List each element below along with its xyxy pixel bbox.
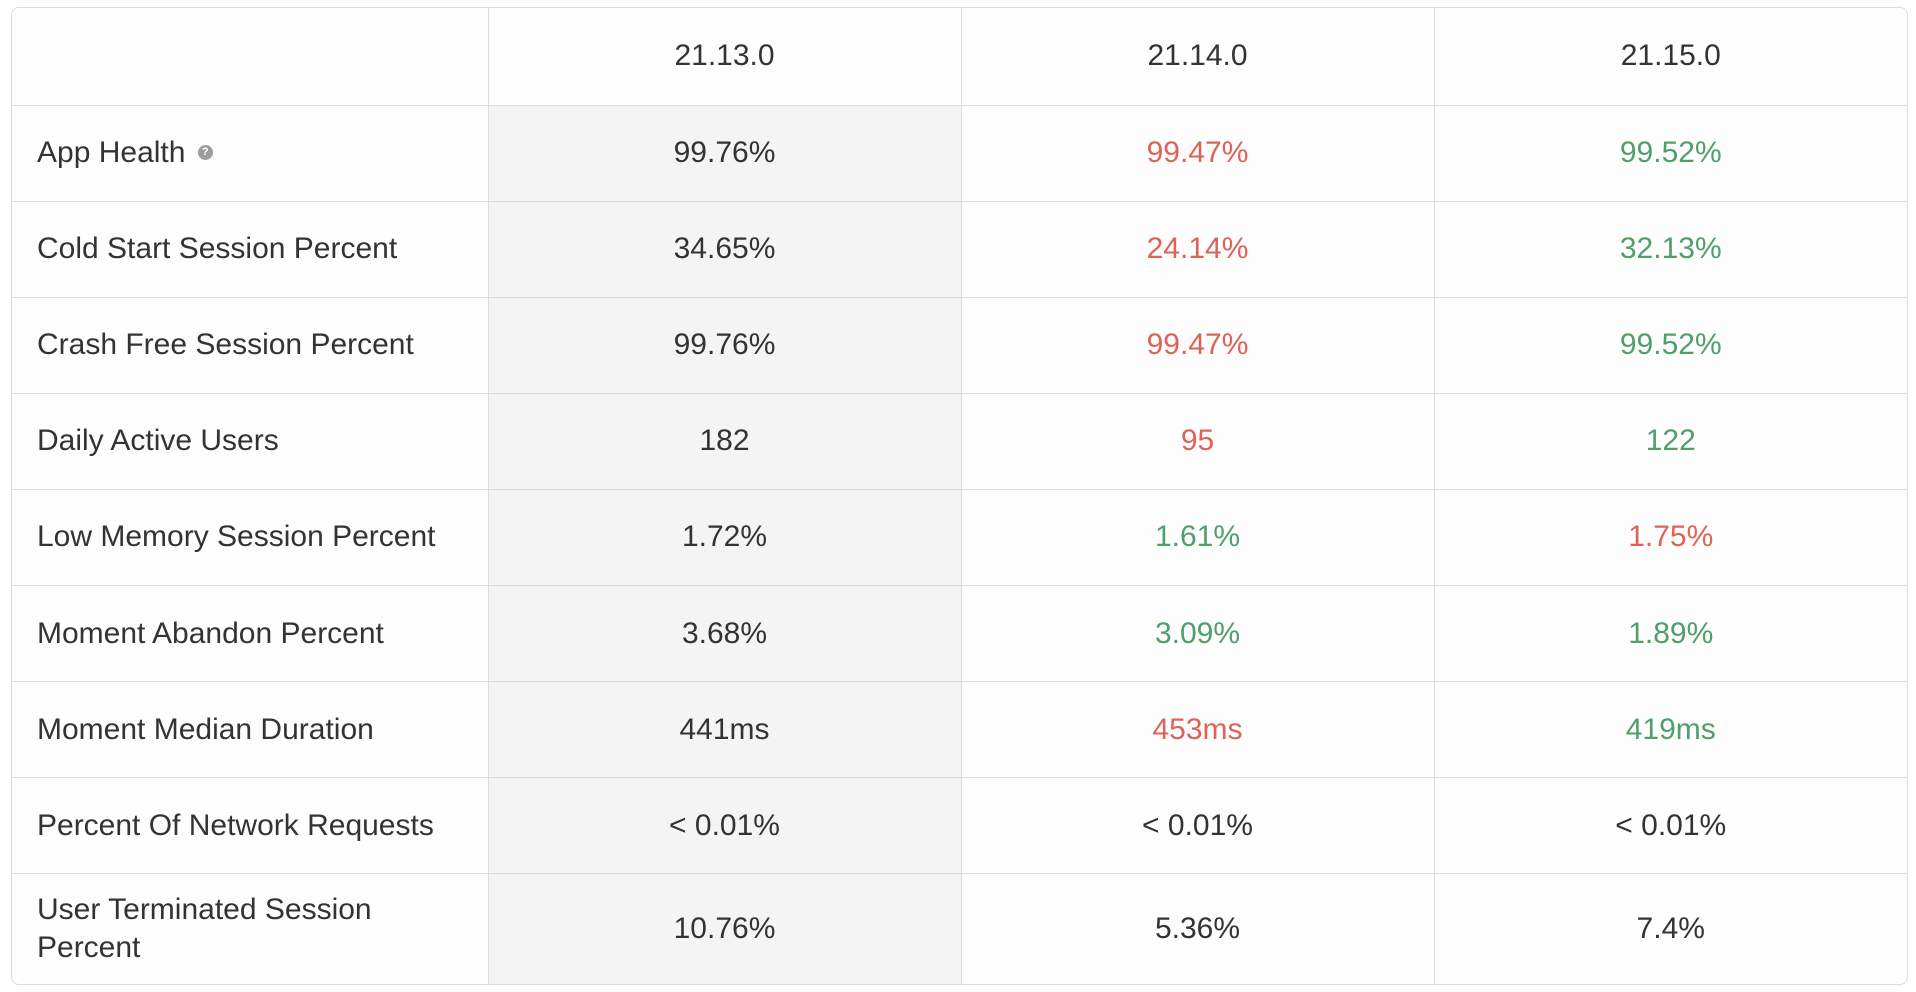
- value-cell: 1.61%: [961, 489, 1435, 586]
- value-cell: 99.76%: [488, 105, 962, 202]
- table-row-low-memory: Low Memory Session Percent 1.72% 1.61% 1…: [12, 489, 1907, 586]
- value-cell: 99.52%: [1434, 105, 1907, 202]
- row-label-moment-abandon: Moment Abandon Percent: [12, 585, 489, 683]
- question-circle-icon[interactable]: ?: [197, 144, 213, 160]
- table-row-moment-abandon: Moment Abandon Percent 3.68% 3.09% 1.89%: [12, 585, 1907, 683]
- table-row-user-terminated: User Terminated Session Percent 10.76% 5…: [12, 873, 1907, 984]
- table-row-daily-active-users: Daily Active Users 182 95 122: [12, 393, 1907, 490]
- row-label-low-memory: Low Memory Session Percent: [12, 489, 489, 586]
- row-label-moment-median-duration: Moment Median Duration: [12, 681, 489, 779]
- row-label-daily-active-users: Daily Active Users: [12, 393, 489, 490]
- value-cell: 122: [1434, 393, 1907, 490]
- row-label-app-health: App Health ?: [12, 105, 489, 202]
- row-label-network-requests: Percent Of Network Requests: [12, 777, 489, 875]
- value-cell: < 0.01%: [961, 777, 1435, 875]
- value-cell: 34.65%: [488, 201, 962, 298]
- version-comparison-table-container: 21.13.0 21.14.0 21.15.0 App Health ? 99.…: [11, 7, 1908, 985]
- table-row-crash-free: Crash Free Session Percent 99.76% 99.47%…: [12, 297, 1907, 394]
- header-version-21-14-0[interactable]: 21.14.0: [961, 8, 1435, 106]
- value-cell: < 0.01%: [488, 777, 962, 875]
- value-cell: 441ms: [488, 681, 962, 779]
- value-cell: 453ms: [961, 681, 1435, 779]
- value-cell: 3.68%: [488, 585, 962, 683]
- value-cell: 419ms: [1434, 681, 1907, 779]
- version-comparison-table: 21.13.0 21.14.0 21.15.0 App Health ? 99.…: [12, 8, 1907, 984]
- table-row-network-requests: Percent Of Network Requests < 0.01% < 0.…: [12, 777, 1907, 875]
- row-label-cold-start: Cold Start Session Percent: [12, 201, 489, 298]
- value-cell: 7.4%: [1636, 912, 1705, 946]
- value-cell: 99.76%: [488, 297, 962, 394]
- value-cell: 99.47%: [961, 105, 1435, 202]
- table-row-cold-start: Cold Start Session Percent 34.65% 24.14%…: [12, 201, 1907, 298]
- value-cell: 99.47%: [961, 297, 1435, 394]
- value-cell: 10.76%: [488, 873, 962, 984]
- table-row-moment-median-duration: Moment Median Duration 441ms 453ms 419ms: [12, 681, 1907, 779]
- header-version-21-15-0[interactable]: 21.15.0: [1434, 8, 1907, 106]
- value-cell: 24.14%: [961, 201, 1435, 298]
- header-row: 21.13.0 21.14.0 21.15.0: [12, 8, 1907, 106]
- value-cell: 1.89%: [1434, 585, 1907, 683]
- row-label-user-terminated: User Terminated Session Percent: [12, 873, 489, 984]
- value-cell: 3.09%: [961, 585, 1435, 683]
- value-cell: 5.36%: [961, 873, 1435, 984]
- value-cell: < 0.01%: [1434, 777, 1907, 875]
- table-row-app-health: App Health ? 99.76% 99.47% 99.52%: [12, 105, 1907, 202]
- row-label-text: App Health: [37, 136, 186, 170]
- value-cell: 1.75%: [1434, 489, 1907, 586]
- header-version-21-13-0[interactable]: 21.13.0: [488, 8, 962, 106]
- row-label-crash-free: Crash Free Session Percent: [12, 297, 489, 394]
- value-cell: 32.13%: [1434, 201, 1907, 298]
- value-cell: 182: [488, 393, 962, 490]
- header-metric-column: [12, 8, 489, 106]
- value-cell: 1.72%: [488, 489, 962, 586]
- value-cell: 99.52%: [1434, 297, 1907, 394]
- value-cell: 95: [961, 393, 1435, 490]
